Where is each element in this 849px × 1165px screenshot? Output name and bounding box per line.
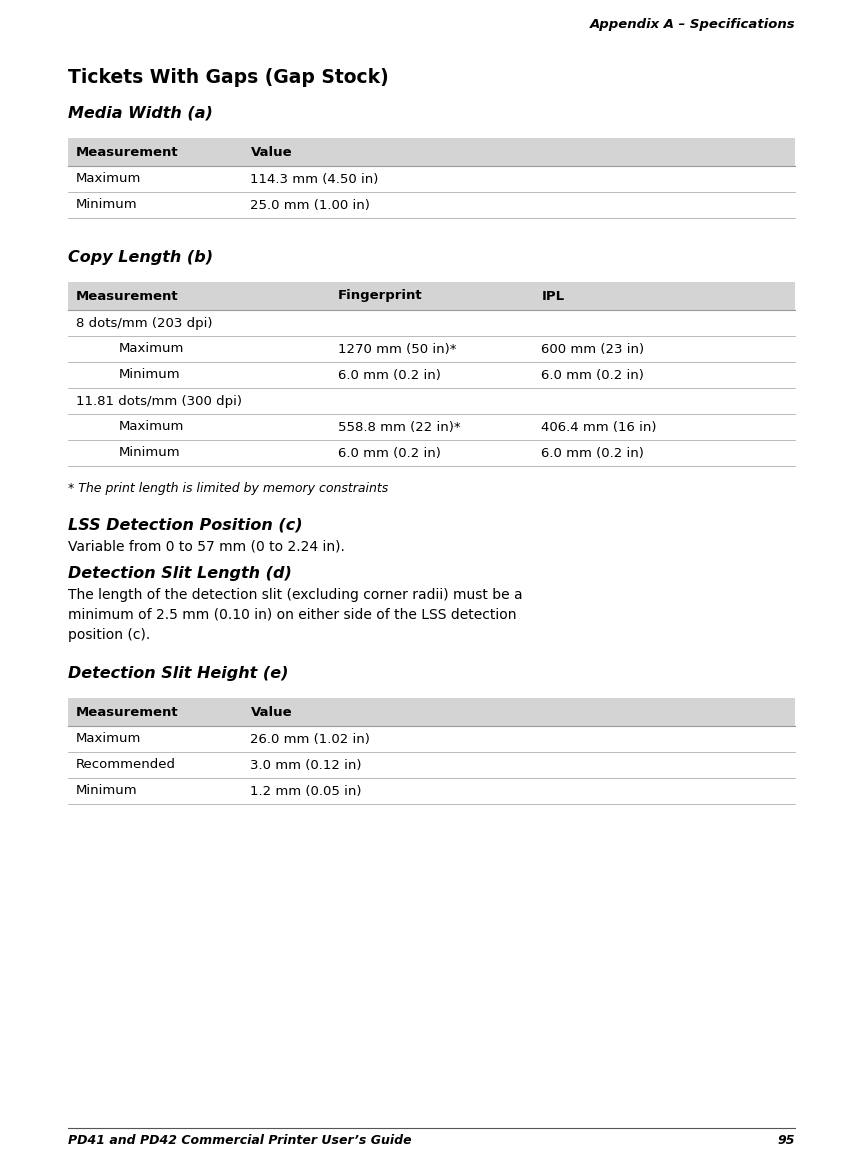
Text: IPL: IPL (542, 289, 565, 303)
Text: * The print length is limited by memory constraints: * The print length is limited by memory … (68, 482, 388, 495)
Text: Fingerprint: Fingerprint (338, 289, 422, 303)
Text: Measurement: Measurement (76, 289, 178, 303)
Text: 26.0 mm (1.02 in): 26.0 mm (1.02 in) (250, 733, 370, 746)
Text: Copy Length (b): Copy Length (b) (68, 250, 213, 264)
Text: Minimum: Minimum (119, 446, 181, 459)
Text: 114.3 mm (4.50 in): 114.3 mm (4.50 in) (250, 172, 379, 185)
Text: PD41 and PD42 Commercial Printer User’s Guide: PD41 and PD42 Commercial Printer User’s … (68, 1134, 412, 1148)
Text: Value: Value (250, 706, 292, 719)
Text: 6.0 mm (0.2 in): 6.0 mm (0.2 in) (338, 368, 441, 381)
Text: Measurement: Measurement (76, 706, 178, 719)
Text: 25.0 mm (1.00 in): 25.0 mm (1.00 in) (250, 198, 370, 212)
Text: position (c).: position (c). (68, 628, 150, 642)
Text: minimum of 2.5 mm (0.10 in) on either side of the LSS detection: minimum of 2.5 mm (0.10 in) on either si… (68, 608, 516, 622)
Text: Recommended: Recommended (76, 758, 176, 771)
Text: Detection Slit Height (e): Detection Slit Height (e) (68, 666, 289, 682)
Text: The length of the detection slit (excluding corner radii) must be a: The length of the detection slit (exclud… (68, 588, 523, 602)
Text: 6.0 mm (0.2 in): 6.0 mm (0.2 in) (338, 446, 441, 459)
Bar (68, 282, 795, 310)
Text: Variable from 0 to 57 mm (0 to 2.24 in).: Variable from 0 to 57 mm (0 to 2.24 in). (68, 541, 345, 555)
Text: Minimum: Minimum (76, 198, 138, 212)
Text: 600 mm (23 in): 600 mm (23 in) (542, 343, 644, 355)
Text: Detection Slit Length (d): Detection Slit Length (d) (68, 566, 292, 581)
Text: 11.81 dots/mm (300 dpi): 11.81 dots/mm (300 dpi) (76, 395, 242, 408)
Text: Appendix A – Specifications: Appendix A – Specifications (589, 17, 795, 31)
Text: 6.0 mm (0.2 in): 6.0 mm (0.2 in) (542, 368, 644, 381)
Text: Value: Value (250, 146, 292, 158)
Text: 1270 mm (50 in)*: 1270 mm (50 in)* (338, 343, 456, 355)
Bar (68, 137, 795, 165)
Text: LSS Detection Position (c): LSS Detection Position (c) (68, 518, 302, 534)
Text: Maximum: Maximum (119, 421, 184, 433)
Text: 95: 95 (778, 1134, 795, 1148)
Text: 3.0 mm (0.12 in): 3.0 mm (0.12 in) (250, 758, 362, 771)
Text: 406.4 mm (16 in): 406.4 mm (16 in) (542, 421, 657, 433)
Text: Minimum: Minimum (76, 784, 138, 798)
Text: Minimum: Minimum (119, 368, 181, 381)
Text: Maximum: Maximum (119, 343, 184, 355)
Text: 558.8 mm (22 in)*: 558.8 mm (22 in)* (338, 421, 460, 433)
Text: Measurement: Measurement (76, 146, 178, 158)
Text: Tickets With Gaps (Gap Stock): Tickets With Gaps (Gap Stock) (68, 68, 389, 87)
Text: Maximum: Maximum (76, 733, 142, 746)
Text: 1.2 mm (0.05 in): 1.2 mm (0.05 in) (250, 784, 362, 798)
Text: 6.0 mm (0.2 in): 6.0 mm (0.2 in) (542, 446, 644, 459)
Bar (68, 698, 795, 726)
Text: Media Width (a): Media Width (a) (68, 106, 213, 121)
Text: Maximum: Maximum (76, 172, 142, 185)
Text: 8 dots/mm (203 dpi): 8 dots/mm (203 dpi) (76, 317, 212, 330)
